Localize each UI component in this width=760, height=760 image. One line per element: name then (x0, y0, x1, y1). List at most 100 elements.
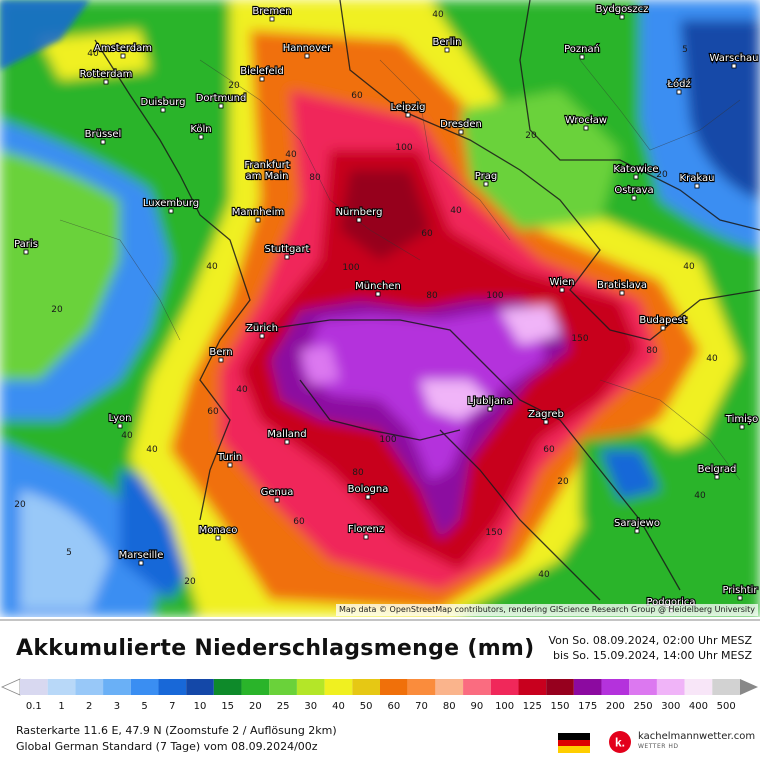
city-marker[interactable]: Timișo (724, 413, 759, 430)
city-dot (356, 217, 362, 223)
city-marker[interactable]: Malland (266, 428, 308, 445)
scale-swatch (380, 679, 408, 695)
city-marker[interactable]: am Main (244, 170, 289, 183)
city-marker[interactable]: Dresden (439, 118, 483, 135)
city-marker[interactable]: Bratislava (596, 279, 648, 296)
city-dot (619, 290, 625, 296)
city-label: Genua (261, 487, 294, 498)
city-marker[interactable]: Frankfurt (243, 159, 291, 176)
city-label: Leipzig (390, 102, 425, 113)
map-attribution: Map data © OpenStreetMap contributors, r… (336, 604, 758, 616)
scale-label: 2 (86, 701, 92, 712)
scale-swatch (629, 679, 657, 695)
scale-swatch (296, 679, 325, 695)
city-marker[interactable]: Hannover (282, 42, 333, 59)
city-marker[interactable]: Krakau (678, 172, 716, 189)
city-marker[interactable]: Berlin (431, 36, 463, 53)
city-dot (583, 125, 589, 131)
city-marker[interactable]: Łódź (665, 77, 692, 95)
city-dot (100, 139, 106, 145)
scale-label: 40 (332, 701, 345, 712)
contour-label: 100 (395, 143, 412, 153)
city-dot (579, 54, 585, 60)
kachelmannwetter-logo[interactable]: k. kachelmannwetter.com WETTER HD (608, 730, 756, 754)
city-marker[interactable]: Ostrava (613, 184, 655, 201)
city-label: Katowice (613, 164, 658, 175)
city-marker[interactable]: Wrocław (564, 114, 608, 131)
city-marker[interactable]: Monaco (197, 524, 239, 541)
city-marker[interactable]: Bern (208, 346, 234, 363)
city-marker[interactable]: Prag (474, 170, 498, 187)
city-marker[interactable]: Nürnberg (334, 206, 384, 223)
city-marker[interactable]: Belgrad (697, 463, 737, 480)
city-label: Bern (209, 347, 232, 358)
city-marker[interactable]: München (354, 280, 402, 297)
period-from: Von So. 08.09.2024, 02:00 Uhr MESZ (548, 634, 752, 647)
city-label: Frankfurt (244, 160, 289, 171)
city-dot (255, 217, 261, 223)
city-marker[interactable]: Paris (13, 238, 39, 255)
city-marker[interactable]: Florenz (347, 523, 385, 540)
city-marker[interactable]: Mannheim (231, 206, 285, 223)
city-marker[interactable]: Wien (548, 276, 576, 293)
contour-label: 40 (285, 150, 297, 160)
scale-swatch (684, 679, 713, 695)
city-marker[interactable]: Bydgoszcz (594, 3, 650, 20)
city-marker[interactable]: Rotterdam (79, 68, 133, 85)
city-marker[interactable]: Turin (216, 451, 243, 468)
city-marker[interactable]: Bologna (347, 483, 389, 500)
city-label: Timișo (725, 414, 758, 425)
city-marker[interactable]: Poznań (563, 42, 601, 60)
city-marker[interactable]: Warschau (708, 52, 760, 69)
city-dot (631, 195, 637, 201)
city-dot (737, 595, 743, 601)
city-marker[interactable]: Zagreb (527, 408, 565, 425)
precipitation-map[interactable]: 40 40 20 60 20 40 100 80 20 40 60 40 100 20 40 80 100 150… (0, 0, 760, 617)
city-label: Marseille (119, 550, 164, 561)
contour-label: 80 (646, 346, 658, 356)
contour-labels: 40 40 20 60 20 40 100 80 20 40 60 40 100 20 40 80 100 150… (14, 10, 718, 587)
city-marker[interactable]: Zürich (245, 322, 279, 339)
city-label: Poznań (564, 43, 600, 55)
city-label: München (355, 281, 401, 292)
city-dot (218, 357, 224, 363)
city-marker[interactable]: Genua (260, 486, 294, 503)
city-marker[interactable]: Stuttgart (263, 243, 311, 260)
contour-label: 80 (352, 468, 364, 478)
city-marker[interactable]: Luxemburg (142, 197, 200, 214)
city-marker[interactable]: Sarajewo (613, 517, 661, 534)
city-dot (215, 535, 221, 541)
sea (0, 0, 90, 70)
city-dot (138, 560, 144, 566)
city-marker[interactable]: Köln (189, 123, 213, 140)
city-marker[interactable]: Lyon (107, 412, 133, 429)
contour-label: 20 (525, 131, 537, 141)
city-marker[interactable]: Katowice (612, 163, 660, 180)
city-dot (543, 419, 549, 425)
city-dot (405, 112, 411, 118)
city-marker[interactable]: Marseille (118, 549, 164, 566)
city-marker[interactable]: Bremen (251, 5, 293, 22)
city-marker[interactable]: Bielefeld (239, 65, 285, 82)
city-label: Bologna (348, 484, 389, 495)
city-marker[interactable]: Amsterdam (93, 42, 153, 59)
scale-swatch (20, 679, 48, 695)
scale-swatch (463, 679, 491, 695)
contour-label: 40 (206, 262, 218, 272)
city-dot (218, 103, 224, 109)
contour-label: 40 (146, 445, 158, 455)
city-marker[interactable]: Dortmund (195, 92, 247, 109)
country-borders (94, 0, 760, 601)
city-marker[interactable]: Ljubljana (466, 395, 514, 412)
scale-arrow-right (740, 679, 758, 695)
svg-text:k.: k. (615, 736, 625, 750)
city-marker[interactable]: Prishtir (721, 584, 760, 601)
city-marker[interactable]: Leipzig (389, 101, 427, 118)
period-to: bis So. 15.09.2024, 14:00 Uhr MESZ (553, 649, 752, 662)
scale-swatch (213, 679, 242, 695)
scale-label: 7 (169, 701, 175, 712)
scale-label: 100 (495, 701, 514, 712)
city-marker[interactable]: Brüssel (84, 128, 122, 145)
city-marker[interactable]: Duisburg (139, 96, 187, 113)
city-marker[interactable]: Budapest (638, 314, 688, 331)
